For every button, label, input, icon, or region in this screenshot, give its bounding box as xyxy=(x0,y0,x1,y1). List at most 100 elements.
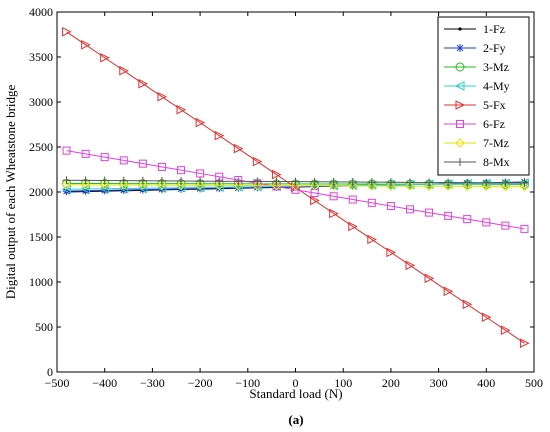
data-point xyxy=(367,178,376,187)
data-point xyxy=(80,180,91,190)
data-point xyxy=(463,215,472,224)
data-point xyxy=(348,177,357,186)
y-tick-label: 3500 xyxy=(29,50,53,64)
data-point xyxy=(456,158,464,166)
data-point xyxy=(291,177,300,186)
data-point xyxy=(272,177,281,186)
data-point xyxy=(157,162,166,171)
data-point xyxy=(253,177,262,186)
data-point xyxy=(119,180,129,190)
figure-caption: (a) xyxy=(288,412,303,427)
data-point xyxy=(386,178,395,187)
data-point xyxy=(176,180,186,190)
data-point xyxy=(386,202,395,211)
data-point xyxy=(386,247,397,258)
data-point xyxy=(195,180,205,191)
data-point xyxy=(252,156,263,167)
data-point xyxy=(443,286,454,297)
data-point xyxy=(233,143,244,154)
data-point xyxy=(99,183,110,194)
data-point xyxy=(482,178,491,187)
data-point xyxy=(405,205,414,214)
data-point xyxy=(138,78,148,89)
data-point xyxy=(138,176,147,185)
x-tick-label: 0 xyxy=(293,376,299,390)
data-point xyxy=(386,181,396,191)
data-point xyxy=(455,100,466,110)
data-point xyxy=(367,181,377,191)
series-7-Mz xyxy=(61,180,530,192)
data-point xyxy=(519,181,530,192)
data-point xyxy=(367,234,377,245)
data-point xyxy=(501,178,510,187)
data-point xyxy=(137,183,148,194)
data-point xyxy=(328,181,339,191)
legend-label: 7-Mz xyxy=(483,136,509,150)
data-point xyxy=(482,218,491,227)
data-point xyxy=(157,180,167,190)
data-point xyxy=(291,185,300,194)
x-tick-label: 100 xyxy=(334,376,352,390)
y-tick-label: 2000 xyxy=(29,185,53,199)
legend-label: 5-Fx xyxy=(483,98,506,112)
legend-label: 6-Fz xyxy=(483,117,505,131)
y-tick-label: 4000 xyxy=(29,5,53,19)
data-point xyxy=(196,169,205,178)
data-point xyxy=(157,91,168,102)
legend-label: 3-Mz xyxy=(483,60,509,74)
data-point xyxy=(458,27,462,31)
data-point xyxy=(424,273,435,284)
data-point xyxy=(156,183,167,193)
legend-entry: 7-Mz xyxy=(444,136,509,150)
data-point xyxy=(309,181,320,191)
legend-label: 1-Fz xyxy=(483,22,505,36)
data-point xyxy=(252,180,263,191)
data-point xyxy=(177,176,186,185)
data-point xyxy=(444,178,453,187)
data-point xyxy=(329,192,338,201)
legend-entry: 6-Fz xyxy=(444,117,505,131)
data-point xyxy=(462,181,472,192)
x-tick-label: 400 xyxy=(477,376,495,390)
data-point xyxy=(196,177,205,186)
data-point xyxy=(329,177,338,186)
data-point xyxy=(81,149,90,158)
legend-entry: 5-Fx xyxy=(444,98,506,112)
x-tick-label: −400 xyxy=(92,376,117,390)
series-layer xyxy=(61,26,530,349)
x-tick-label: −300 xyxy=(140,376,165,390)
y-tick-label: 3000 xyxy=(29,95,53,109)
data-point xyxy=(119,156,128,165)
data-point xyxy=(118,183,129,194)
legend-entry: 8-Mx xyxy=(444,155,510,169)
data-point xyxy=(481,312,492,323)
data-point xyxy=(329,208,339,219)
data-point xyxy=(138,180,148,190)
x-axis-title: Standard load (N) xyxy=(249,386,342,401)
data-point xyxy=(405,260,416,271)
y-tick-label: 2500 xyxy=(29,140,53,154)
data-point xyxy=(80,184,91,194)
data-point xyxy=(81,176,90,185)
data-point xyxy=(520,179,529,187)
data-point xyxy=(348,181,358,191)
data-point xyxy=(348,195,357,204)
data-point xyxy=(425,208,434,217)
series-5-Fx xyxy=(62,26,530,349)
data-point xyxy=(424,181,434,191)
data-point xyxy=(310,177,319,186)
data-point xyxy=(100,153,109,162)
data-point xyxy=(196,184,205,193)
legend-entry: 3-Mz xyxy=(444,60,509,74)
series-8-Mx xyxy=(62,176,529,187)
data-point xyxy=(462,299,473,310)
series-line xyxy=(66,31,525,344)
data-point xyxy=(176,104,187,115)
legend-label: 8-Mx xyxy=(483,155,510,169)
data-point xyxy=(455,62,465,72)
data-point xyxy=(501,221,510,230)
legend-box xyxy=(437,16,530,176)
data-point xyxy=(214,180,224,191)
data-point xyxy=(463,178,472,187)
data-point xyxy=(454,81,465,91)
